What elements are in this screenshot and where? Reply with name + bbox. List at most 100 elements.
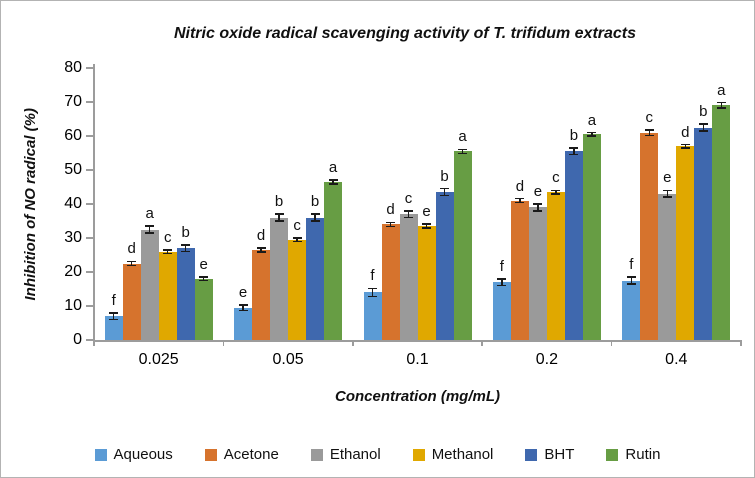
error-bar bbox=[519, 198, 521, 203]
error-bar-cap-top bbox=[497, 278, 507, 280]
error-bar-cap-bottom bbox=[145, 232, 155, 234]
error-bar bbox=[389, 222, 392, 227]
legend-label: Acetone bbox=[223, 446, 279, 463]
significance-letter: c bbox=[163, 228, 172, 246]
error-bar bbox=[537, 204, 539, 211]
error-bar-cap-top bbox=[238, 304, 248, 306]
x-axis-tick bbox=[481, 340, 483, 346]
bar-aqueous-0.4 bbox=[622, 280, 641, 340]
error-bar-cap-top bbox=[328, 179, 338, 181]
y-axis-tick bbox=[86, 339, 93, 341]
significance-letter: c bbox=[645, 108, 654, 126]
y-axis-tick bbox=[86, 67, 93, 69]
significance-letter: b bbox=[181, 223, 190, 241]
bar-ethanol-0.1 bbox=[399, 214, 418, 340]
error-bar bbox=[314, 214, 316, 221]
bar-methanol-0.05 bbox=[288, 239, 307, 340]
error-bar bbox=[130, 261, 133, 266]
significance-letter: a bbox=[587, 111, 597, 129]
y-tick-label: 60 bbox=[64, 127, 82, 144]
significance-letter: c bbox=[552, 169, 560, 187]
error-bar-cap-bottom bbox=[310, 220, 320, 222]
significance-letter: f bbox=[370, 267, 375, 285]
y-tick-label: 0 bbox=[73, 331, 82, 348]
significance-letter: d bbox=[256, 226, 266, 244]
bar-ethanol-0.4 bbox=[658, 193, 677, 340]
error-bar-cap-top bbox=[533, 203, 543, 205]
error-bar-cap-top bbox=[109, 312, 119, 314]
error-bar bbox=[407, 210, 410, 218]
significance-letter: c bbox=[404, 189, 413, 207]
error-bar-cap-top bbox=[127, 260, 137, 263]
error-bar bbox=[242, 304, 244, 311]
error-bar-cap-bottom bbox=[716, 107, 726, 109]
x-axis-title: Concentration (mg/mL) bbox=[335, 388, 500, 405]
significance-letter: e bbox=[663, 169, 672, 187]
error-bar bbox=[555, 190, 557, 194]
error-bar bbox=[573, 147, 575, 155]
error-bar bbox=[501, 278, 503, 286]
error-bar-cap-bottom bbox=[256, 251, 266, 253]
error-bar-cap-top bbox=[163, 249, 173, 251]
error-bar bbox=[184, 244, 187, 252]
bar-methanol-0.4 bbox=[676, 146, 695, 340]
legend-swatch-icon bbox=[525, 448, 538, 461]
legend-label: Rutin bbox=[625, 446, 661, 463]
error-bar bbox=[112, 312, 115, 320]
error-bar-cap-top bbox=[292, 237, 302, 239]
x-tick-label: 0.025 bbox=[138, 351, 179, 368]
error-bar bbox=[666, 190, 669, 198]
bar-bht-0.05 bbox=[306, 217, 325, 340]
bar-rutin-0.4 bbox=[712, 105, 731, 340]
error-bar-cap-bottom bbox=[127, 264, 137, 267]
error-bar-cap-top bbox=[458, 148, 467, 150]
error-bar bbox=[332, 179, 334, 184]
error-bar-cap-bottom bbox=[626, 283, 636, 285]
error-bar-cap-bottom bbox=[181, 250, 191, 253]
significance-letter: b bbox=[274, 193, 284, 211]
legend-swatch-icon bbox=[94, 448, 107, 461]
error-bar-cap-bottom bbox=[274, 220, 284, 222]
bar-acetone-0.025 bbox=[122, 263, 141, 340]
error-bar-cap-bottom bbox=[644, 134, 654, 137]
error-bar-cap-bottom bbox=[368, 295, 377, 298]
y-axis-tick bbox=[86, 203, 93, 205]
error-bar-cap-bottom bbox=[458, 152, 467, 155]
error-bar-cap-top bbox=[551, 189, 561, 192]
x-axis-tick bbox=[610, 340, 613, 346]
bar-rutin-0.1 bbox=[453, 151, 472, 340]
error-bar-cap-bottom bbox=[533, 210, 543, 212]
y-axis-line bbox=[93, 64, 95, 340]
y-axis-tick bbox=[86, 101, 93, 103]
error-bar-cap-top bbox=[569, 147, 579, 149]
legend-item-methanol: Methanol bbox=[412, 446, 493, 463]
significance-letter: b bbox=[310, 193, 320, 211]
error-bar-cap-top bbox=[199, 276, 209, 278]
legend-label: Ethanol bbox=[329, 446, 381, 463]
error-bar-cap-top bbox=[368, 287, 377, 290]
bar-aqueous-0.05 bbox=[234, 307, 253, 340]
legend-swatch-icon bbox=[310, 448, 323, 461]
bar-methanol-0.025 bbox=[158, 251, 177, 340]
error-bar-cap-bottom bbox=[440, 194, 449, 197]
y-tick-label: 70 bbox=[64, 93, 82, 110]
legend-item-bht: BHT bbox=[525, 446, 574, 463]
error-bar bbox=[260, 247, 262, 252]
significance-letter: e bbox=[422, 203, 431, 221]
y-tick-label: 30 bbox=[64, 229, 82, 246]
error-bar-cap-bottom bbox=[680, 147, 690, 149]
error-bar-cap-top bbox=[662, 189, 672, 192]
error-bar-cap-top bbox=[440, 187, 449, 190]
bar-bht-0.1 bbox=[435, 192, 454, 340]
bar-methanol-0.2 bbox=[546, 192, 565, 340]
y-tick-label: 20 bbox=[64, 263, 82, 280]
y-tick-label: 40 bbox=[64, 195, 82, 212]
bar-aqueous-0.2 bbox=[492, 282, 511, 340]
x-axis-tick bbox=[352, 340, 354, 346]
bar-acetone-0.05 bbox=[252, 249, 271, 340]
significance-letter: d bbox=[515, 177, 525, 195]
error-bar-cap-bottom bbox=[404, 216, 413, 219]
y-axis-tick bbox=[86, 271, 93, 273]
error-bar bbox=[591, 132, 593, 136]
x-tick-label: 0.2 bbox=[535, 351, 559, 368]
